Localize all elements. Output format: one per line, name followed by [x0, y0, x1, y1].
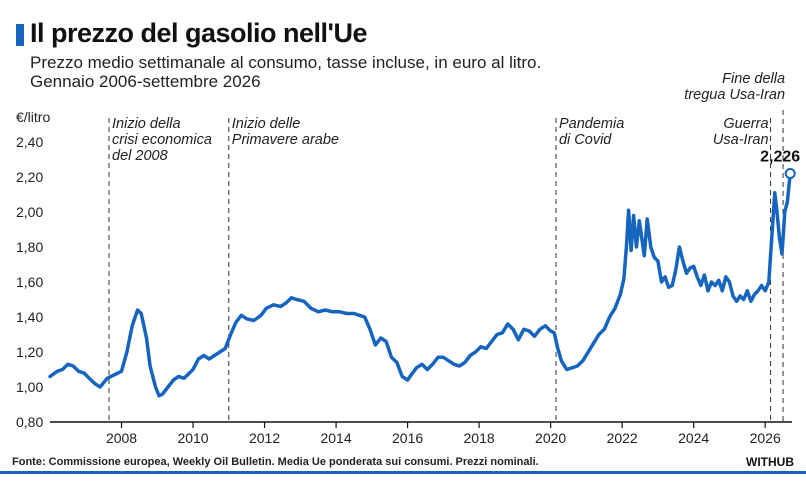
- annotation-label: Fine della: [722, 71, 785, 87]
- x-tick-label: 2020: [535, 430, 566, 446]
- y-tick-label: 1,80: [16, 239, 43, 255]
- x-tick-label: 2022: [607, 430, 638, 446]
- annotation-label: Guerra: [723, 116, 768, 132]
- x-tick-label: 2010: [177, 430, 208, 446]
- y-tick-label: 2,20: [16, 169, 43, 185]
- brand-logo: WITHUB: [746, 455, 794, 469]
- subtitle-line-1: Prezzo medio settimanale al consumo, tas…: [30, 53, 542, 72]
- last-data-point: [784, 168, 796, 179]
- last-value-label: 2,226: [760, 149, 800, 166]
- subtitle-line-2: Gennaio 2006-settembre 2026: [30, 72, 261, 91]
- y-tick-label: 2,00: [16, 204, 43, 220]
- y-tick-label: 1,40: [16, 309, 43, 325]
- series-line: [48, 171, 792, 398]
- y-axis-label: €/litro: [16, 109, 50, 125]
- annotation-label: di Covid: [559, 132, 612, 148]
- annotation-label: Primavere arabe: [232, 132, 339, 148]
- title-accent-bar: [16, 24, 24, 46]
- y-tick-label: 1,60: [16, 274, 43, 290]
- x-tick-label: 2026: [750, 430, 781, 446]
- y-tick-label: 0,80: [16, 414, 43, 430]
- annotation-label: tregua Usa-Iran: [684, 87, 785, 103]
- annotation-label: Usa-Iran: [713, 132, 769, 148]
- x-tick-label: 2024: [678, 430, 709, 446]
- chart-subtitle: Prezzo medio settimanale al consumo, tas…: [30, 53, 630, 91]
- y-tick-label: 1,00: [16, 379, 43, 395]
- annotation-label: Inizio delle: [232, 116, 301, 132]
- y-tick-label: 1,20: [16, 344, 43, 360]
- y-axis: €/litro 0,80 1,00 1,20 1,40 1,60 1,80 2,00 2,20…: [16, 109, 50, 430]
- x-axis: 2008 2010 2012 2014 2016 2018 2020 2022 2024 2026: [50, 421, 792, 446]
- x-tick-label: 2014: [320, 430, 351, 446]
- annotation-label: Pandemia: [559, 116, 624, 132]
- x-tick-label: 2018: [464, 430, 495, 446]
- source-note: Fonte: Commissione europea, Weekly Oil B…: [12, 456, 539, 468]
- x-tick-label: 2012: [249, 430, 280, 446]
- chart-title: Il prezzo del gasolio nell'Ue: [30, 18, 368, 48]
- x-tick-label: 2008: [106, 430, 137, 446]
- footer-rule: [0, 471, 806, 474]
- annotation-label: Inizio della: [112, 116, 181, 132]
- annotation-label: del 2008: [112, 148, 168, 164]
- y-tick-label: 2,40: [16, 134, 43, 150]
- annotation-label: crisi economica: [112, 132, 212, 148]
- x-tick-label: 2016: [392, 430, 423, 446]
